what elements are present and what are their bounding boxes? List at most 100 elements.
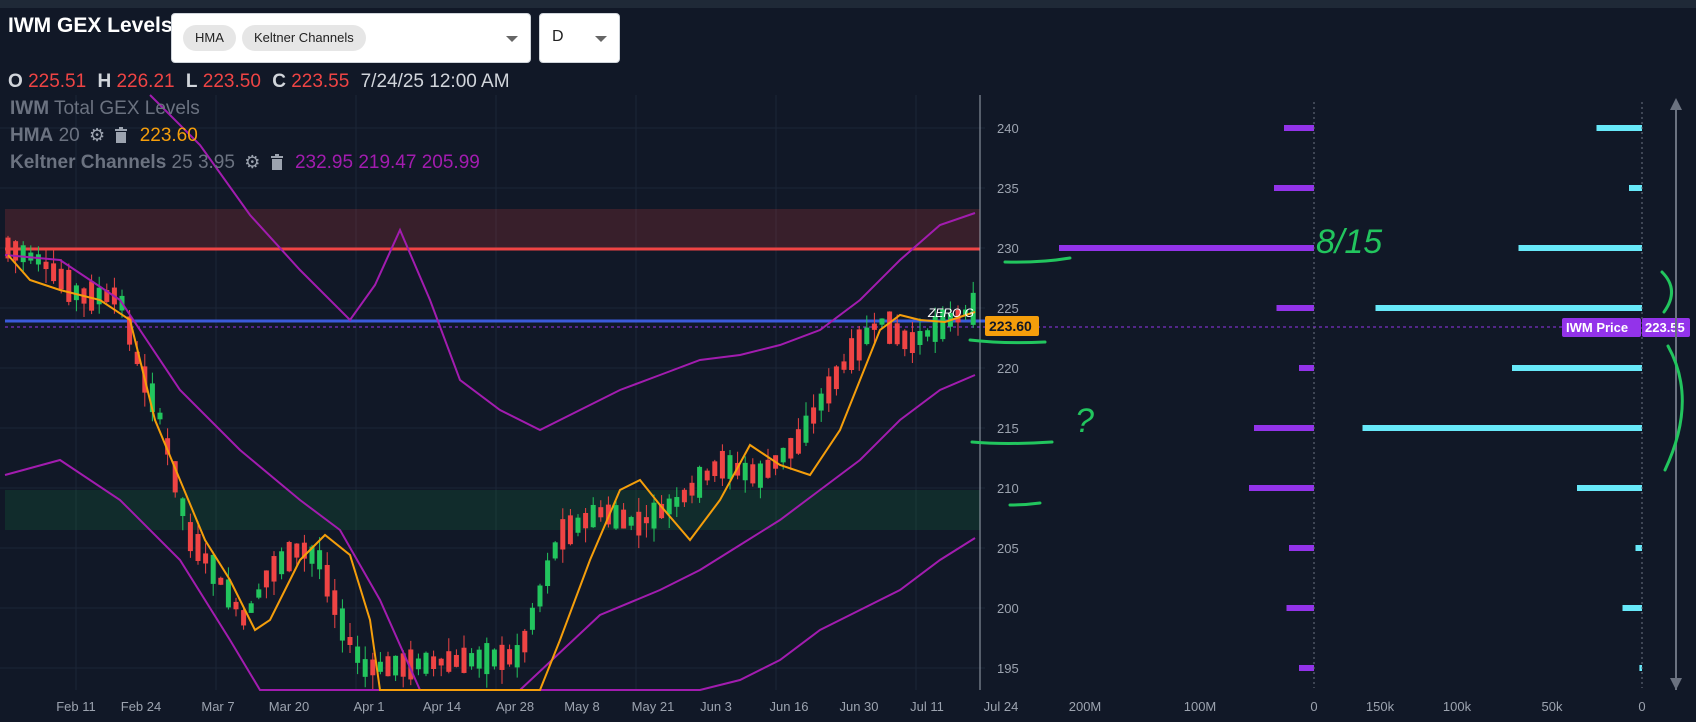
date-axis: Feb 11 Feb 24 Mar 7 Mar 20 Apr 1 Apr 14 Apr 28… (56, 699, 1018, 714)
legend-hma: HMA 20 ⚙ 223.60 (10, 125, 198, 147)
gex-bar (1289, 545, 1314, 551)
gear-icon[interactable]: ⚙ (88, 125, 106, 145)
candle-body (385, 656, 391, 677)
oi-bar (1362, 425, 1642, 431)
candle-body (461, 647, 467, 673)
candle-body (484, 643, 490, 675)
candle-body (864, 327, 870, 345)
oi-tick-label: 50k (1542, 699, 1563, 714)
gex-bar (1254, 425, 1314, 431)
candle-body (73, 285, 79, 301)
candle-body (932, 315, 938, 342)
low-label: L (185, 71, 198, 92)
candle-body (940, 309, 946, 340)
candle-body (491, 649, 497, 667)
candle-body (362, 659, 368, 677)
candle-body (317, 550, 323, 570)
candle-body (887, 311, 893, 344)
high-value: 226.21 (116, 71, 175, 92)
price-tick-label: 235 (997, 181, 1019, 196)
oi-bar (1629, 185, 1642, 191)
price-badge-label: IWM Price (1566, 320, 1628, 335)
timeframe-select[interactable]: D (539, 13, 620, 63)
candle-body (51, 263, 57, 282)
low-value: 223.50 (202, 71, 261, 92)
keltner-lower-line (4, 458, 976, 691)
gex-bar (1274, 185, 1314, 191)
candle-body (689, 482, 695, 496)
gex-tick-label: 100M (1184, 699, 1217, 714)
candle-body (104, 290, 110, 302)
candle-body (780, 447, 786, 463)
candle-body (628, 517, 634, 526)
trash-icon[interactable] (270, 154, 284, 170)
candle-body (423, 652, 429, 674)
oi-bar (1596, 125, 1642, 131)
candle-body (309, 546, 315, 564)
candle-body (788, 438, 794, 459)
candle-body (605, 504, 611, 525)
price-axis: 240 235 230 225 220 215 210 205 200 195 (997, 121, 1019, 676)
handwritten-annotations (968, 256, 1684, 507)
resistance-zone (5, 209, 980, 249)
scroll-handle[interactable] (1670, 98, 1682, 690)
candle-body (377, 661, 383, 672)
candle-body (149, 383, 155, 413)
candle-body (894, 323, 900, 345)
keltner-legend-values: 232.95 219.47 205.99 (294, 152, 480, 173)
candle-body (598, 507, 604, 518)
candle-body (909, 332, 915, 354)
candle-body (415, 658, 421, 670)
trash-icon[interactable] (114, 127, 128, 143)
ohlc-readout: O 225.51 H 226.21 L 223.50 C 223.55 7/24… (8, 71, 510, 93)
candle-body (856, 329, 862, 361)
candle-body (96, 287, 102, 305)
candle-body (757, 463, 763, 488)
chip-keltner-channels[interactable]: Keltner Channels (242, 25, 366, 51)
gear-icon[interactable]: ⚙ (244, 152, 261, 172)
candle-body (134, 351, 140, 365)
candle-body (256, 589, 262, 598)
candle-body (697, 466, 703, 498)
candle-body (476, 649, 482, 669)
candle-body (355, 646, 361, 663)
oi-bar (1518, 245, 1642, 251)
candle-body (438, 658, 444, 666)
chevron-down-icon[interactable] (506, 36, 518, 42)
gex-tick-label: 0 (1310, 699, 1317, 714)
candle-body (339, 608, 345, 641)
bar-datetime: 7/24/25 12:00 AM (360, 71, 510, 92)
candle-body (446, 651, 452, 672)
chevron-down-icon[interactable] (595, 36, 607, 42)
oi-tick-label: 150k (1366, 699, 1395, 714)
gex-bar (1299, 665, 1314, 671)
candle-body (127, 316, 133, 345)
candle-body (469, 653, 475, 667)
keltner-legend-name: Keltner Channels (10, 152, 167, 173)
candle-body (742, 462, 748, 481)
date-tick-label: Feb 11 (56, 699, 96, 714)
hma-legend-value: 223.60 (139, 125, 198, 146)
candle-body (431, 656, 437, 669)
candle-body (575, 517, 581, 533)
candle-body (347, 637, 353, 645)
candle-body (58, 268, 64, 290)
chip-hma[interactable]: HMA (183, 25, 236, 51)
candle-body (89, 281, 95, 311)
gex-bar (1284, 125, 1314, 131)
oi-bar (1512, 365, 1642, 371)
candle-body (545, 560, 551, 587)
hma-price-badge: 223.60 (985, 316, 1039, 336)
candle-body (187, 522, 193, 552)
candle-body (248, 603, 254, 613)
candle-body (826, 376, 832, 404)
candle-body (613, 505, 619, 529)
indicator-select[interactable]: HMA Keltner Channels (171, 13, 531, 63)
candle-body (225, 579, 231, 608)
candle-body (583, 512, 589, 529)
timeframe-value: D (552, 28, 564, 45)
oi-bar (1375, 305, 1642, 311)
candle-body (795, 429, 801, 454)
date-tick-label: Feb 24 (121, 699, 161, 714)
